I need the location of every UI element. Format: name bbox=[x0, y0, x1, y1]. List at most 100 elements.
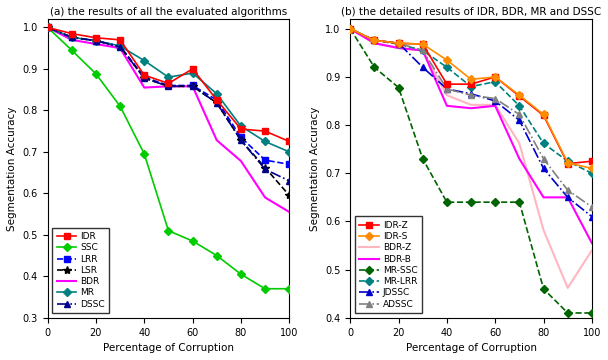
IDR-Z bbox=[468, 82, 475, 86]
IDR bbox=[286, 139, 293, 144]
MR bbox=[286, 150, 293, 154]
SSC bbox=[189, 239, 196, 243]
LRR bbox=[165, 83, 172, 87]
Title: (a) the results of all the evaluated algorithms: (a) the results of all the evaluated alg… bbox=[50, 7, 287, 17]
LSR bbox=[68, 35, 75, 40]
LRR bbox=[261, 158, 269, 162]
BDR bbox=[165, 84, 172, 89]
IDR-S bbox=[516, 93, 523, 98]
X-axis label: Percentage of Corruption: Percentage of Corruption bbox=[103, 343, 234, 353]
BDR-B bbox=[395, 46, 402, 50]
MR-SSC bbox=[347, 27, 354, 31]
MR-LRR bbox=[468, 84, 475, 89]
MR-SSC bbox=[395, 85, 402, 90]
ADSSC bbox=[371, 38, 378, 42]
IDR-Z bbox=[540, 113, 547, 118]
IDR-Z bbox=[516, 94, 523, 98]
BDR-Z bbox=[516, 141, 523, 145]
JDSSC bbox=[443, 87, 451, 91]
JDSSC bbox=[588, 215, 595, 219]
DSSC bbox=[44, 25, 51, 30]
MR bbox=[92, 39, 100, 43]
LRR bbox=[68, 35, 75, 40]
DSSC bbox=[213, 101, 221, 105]
SSC bbox=[140, 152, 148, 156]
IDR bbox=[189, 67, 196, 71]
LRR bbox=[44, 25, 51, 30]
BDR-Z bbox=[443, 93, 451, 98]
JDSSC bbox=[564, 195, 572, 199]
MR-SSC bbox=[516, 200, 523, 204]
BDR-B bbox=[443, 104, 451, 108]
SSC bbox=[286, 287, 293, 291]
LRR bbox=[237, 135, 244, 139]
JDSSC bbox=[347, 27, 354, 31]
LRR bbox=[92, 39, 100, 43]
MR-SSC bbox=[491, 200, 499, 204]
BDR-B bbox=[347, 27, 354, 31]
Line: BDR-Z: BDR-Z bbox=[350, 29, 592, 288]
Line: MR-SSC: MR-SSC bbox=[347, 26, 595, 316]
ADSSC bbox=[419, 48, 426, 53]
BDR-Z bbox=[395, 46, 402, 50]
ADSSC bbox=[516, 112, 523, 117]
MR-SSC bbox=[371, 65, 378, 69]
Y-axis label: Segmentation Accuracy: Segmentation Accuracy bbox=[7, 106, 17, 231]
JDSSC bbox=[491, 99, 499, 103]
IDR-S bbox=[540, 112, 547, 117]
JDSSC bbox=[371, 38, 378, 42]
ADSSC bbox=[443, 87, 451, 91]
Legend: IDR, SSC, LRR, LSR, BDR, MR, DSSC: IDR, SSC, LRR, LSR, BDR, MR, DSSC bbox=[52, 228, 109, 313]
IDR-Z bbox=[564, 162, 572, 166]
BDR-Z bbox=[564, 286, 572, 290]
BDR-Z bbox=[491, 103, 499, 107]
IDR bbox=[44, 25, 51, 30]
MR bbox=[44, 25, 51, 30]
LRR bbox=[189, 83, 196, 87]
Line: IDR: IDR bbox=[45, 24, 292, 144]
MR bbox=[165, 75, 172, 79]
BDR-B bbox=[540, 195, 547, 199]
LSR bbox=[92, 39, 100, 43]
Line: BDR-B: BDR-B bbox=[350, 29, 592, 243]
ADSSC bbox=[564, 188, 572, 192]
BDR-Z bbox=[588, 248, 595, 252]
ADSSC bbox=[468, 93, 475, 98]
MR-LRR bbox=[540, 141, 547, 145]
IDR-Z bbox=[371, 38, 378, 42]
IDR bbox=[165, 81, 172, 86]
Line: MR: MR bbox=[45, 24, 292, 155]
BDR bbox=[286, 210, 293, 214]
IDR-S bbox=[395, 41, 402, 45]
LSR bbox=[44, 25, 51, 30]
MR bbox=[117, 44, 124, 48]
MR bbox=[68, 35, 75, 40]
ADSSC bbox=[540, 157, 547, 161]
LRR bbox=[286, 162, 293, 166]
IDR-Z bbox=[419, 42, 426, 46]
LSR bbox=[165, 84, 172, 89]
LRR bbox=[213, 98, 221, 102]
MR-SSC bbox=[588, 311, 595, 315]
IDR-S bbox=[419, 42, 426, 46]
IDR-Z bbox=[443, 82, 451, 86]
DSSC bbox=[165, 84, 172, 89]
JDSSC bbox=[516, 118, 523, 122]
DSSC bbox=[140, 76, 148, 80]
BDR bbox=[237, 159, 244, 163]
LRR bbox=[140, 75, 148, 79]
BDR bbox=[68, 38, 75, 42]
IDR-S bbox=[588, 166, 595, 171]
Line: LRR: LRR bbox=[45, 24, 292, 167]
LSR bbox=[237, 138, 244, 143]
MR-SSC bbox=[540, 287, 547, 291]
LSR bbox=[213, 101, 221, 105]
DSSC bbox=[92, 39, 100, 43]
X-axis label: Percentage of Corruption: Percentage of Corruption bbox=[406, 343, 536, 353]
BDR-Z bbox=[371, 41, 378, 45]
MR-LRR bbox=[588, 171, 595, 175]
BDR-B bbox=[491, 104, 499, 108]
LSR bbox=[286, 193, 293, 198]
IDR-S bbox=[347, 27, 354, 31]
BDR bbox=[44, 25, 51, 30]
